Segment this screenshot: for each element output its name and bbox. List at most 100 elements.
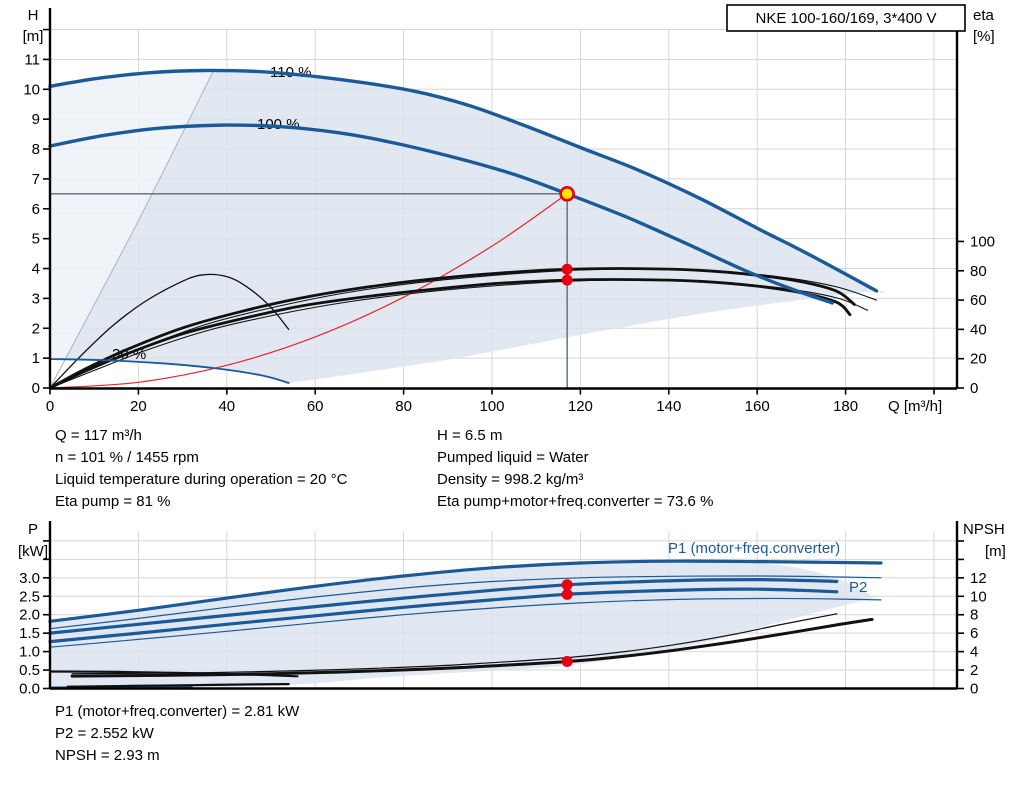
min-flow-line xyxy=(49,70,214,389)
p-axis-label: P xyxy=(28,521,38,538)
q-tick-label: 80 xyxy=(395,398,412,415)
info-h: H = 6.5 m xyxy=(437,427,502,444)
q-tick-label: 100 xyxy=(479,398,504,415)
curve-eta_pump_current xyxy=(48,267,856,390)
h-tick-label: 1 xyxy=(32,350,40,367)
p1-marker xyxy=(561,579,573,591)
info-eta-pump: Eta pump = 81 % xyxy=(55,493,171,510)
curve-eta_low_speed xyxy=(49,273,290,389)
curve-pump_110 xyxy=(48,68,879,293)
h-tick-label: 8 xyxy=(32,141,40,158)
npsh-tick-label: 8 xyxy=(970,607,978,624)
h-tick-label: 7 xyxy=(32,171,40,188)
curve-label-p2: P2 xyxy=(849,579,867,596)
q-tick-label: 20 xyxy=(130,398,147,415)
q-tick-label: 40 xyxy=(218,398,235,415)
power-info-block: P1 (motor+freq.converter) = 2.81 kW P2 =… xyxy=(55,703,300,764)
curve-pump_30 xyxy=(49,358,290,384)
q-tick-label: 0 xyxy=(46,398,54,415)
title-box-frame xyxy=(726,4,966,32)
npsh-marker xyxy=(561,655,573,667)
p-tick-label: 2.0 xyxy=(19,607,40,624)
duty-info-block: Q = 117 m³/h n = 101 % / 1455 rpm Liquid… xyxy=(55,427,713,510)
info-p2: P2 = 2.552 kW xyxy=(55,725,155,742)
operating-envelope-area xyxy=(50,70,886,385)
h-tick-label: 11 xyxy=(24,51,40,68)
duty-point-marker xyxy=(559,186,575,202)
eta-tick-label: 20 xyxy=(970,351,987,368)
npsh-axis-unit: [m] xyxy=(985,543,1006,560)
top-chart-curves xyxy=(48,68,879,390)
eta-tick-label: 0 xyxy=(970,380,978,397)
p-tick-label: 3.0 xyxy=(19,570,40,587)
power-envelope-area xyxy=(50,561,876,689)
info-q: Q = 117 m³/h xyxy=(55,427,142,444)
top-chart-duty-point xyxy=(50,186,575,389)
npsh-tick-label: 6 xyxy=(970,625,978,642)
curve-control_curve xyxy=(49,193,568,389)
npsh-tick-label: 4 xyxy=(970,644,978,661)
p-tick-label: 2.5 xyxy=(19,588,40,605)
curve-npsh xyxy=(70,617,874,678)
eta-tick-label: 60 xyxy=(970,292,987,309)
eta-axis-label: eta xyxy=(973,7,995,24)
h-tick-label: 2 xyxy=(32,320,40,337)
curve-label-p1: P1 (motor+freq.converter) xyxy=(668,540,840,557)
bottom-chart-operating-envelope xyxy=(50,561,876,689)
npsh-axis-label: NPSH xyxy=(963,521,1005,538)
eta-axis-unit: [%] xyxy=(973,28,995,45)
bottom-chart-axis-labels: P [kW] NPSH [m] xyxy=(18,521,1006,560)
p-tick-label: 1.0 xyxy=(19,644,40,661)
top-chart-operating-envelope xyxy=(49,59,886,389)
p-axis-unit: [kW] xyxy=(18,543,48,560)
eta-tick-label: 80 xyxy=(970,263,987,280)
pump-title: NKE 100-160/169, 3*400 V xyxy=(756,10,937,27)
h-tick-label: 3 xyxy=(32,290,40,307)
eta-pump-marker xyxy=(561,263,573,275)
info-density: Density = 998.2 kg/m³ xyxy=(437,471,583,488)
q-tick-label: 120 xyxy=(568,398,593,415)
npsh-tick-label: 0 xyxy=(970,681,978,698)
bottom-chart-curve-labels: P1 (motor+freq.converter) P2 xyxy=(668,540,867,596)
curve-p1_110 xyxy=(48,559,883,623)
npsh-tick-label: 10 xyxy=(970,588,987,605)
q-tick-label: 160 xyxy=(745,398,770,415)
p-tick-label: 1.5 xyxy=(19,625,40,642)
bottom-chart-duty-point xyxy=(561,579,573,667)
eta-total-marker xyxy=(561,274,573,286)
info-n: n = 101 % / 1455 rpm xyxy=(55,449,199,466)
curve-npsh_thin xyxy=(71,613,838,675)
curve-p1_100_thin xyxy=(49,575,882,630)
top-chart-axis-labels: H [m] eta [%] Q [m³/h] xyxy=(23,7,995,415)
curve-p2_110_thin xyxy=(49,597,882,648)
eta-tick-label: 100 xyxy=(970,233,995,250)
npsh-tick-label: 2 xyxy=(970,662,978,679)
h-tick-label: 5 xyxy=(32,231,40,248)
curve-eta_total_current xyxy=(48,278,852,390)
h-tick-label: 9 xyxy=(32,111,40,128)
q-tick-label: 140 xyxy=(656,398,681,415)
info-liquid-temp: Liquid temperature during operation = 20… xyxy=(55,471,348,488)
h-axis-label: H xyxy=(28,7,39,24)
p2-marker xyxy=(561,588,573,600)
low-flow-lighter-area xyxy=(50,59,219,388)
h-tick-label: 4 xyxy=(32,261,40,278)
info-pumped-liquid: Pumped liquid = Water xyxy=(437,449,589,466)
npsh-tick-label: 12 xyxy=(970,570,987,587)
info-p1: P1 (motor+freq.converter) = 2.81 kW xyxy=(55,703,300,720)
q-tick-label: 180 xyxy=(833,398,858,415)
curve-p2_current xyxy=(48,587,839,644)
eta-tick-label: 40 xyxy=(970,321,987,338)
curve-pump_100 xyxy=(48,123,834,305)
title-box: NKE 100-160/169, 3*400 V xyxy=(726,4,966,32)
p-tick-label: 0.5 xyxy=(19,662,40,679)
h-tick-label: 10 xyxy=(23,81,40,98)
h-axis-unit: [m] xyxy=(23,28,44,45)
top-chart-axes: 0 1 2 3 4 5 6 7 8 9 10 11 0 20 40 60 80 100 0 20 40 60 80 100 12… xyxy=(23,8,995,415)
info-npsh: NPSH = 2.93 m xyxy=(55,747,160,764)
curve-p_low_min xyxy=(66,683,290,688)
h-tick-label: 6 xyxy=(32,201,40,218)
h-tick-label: 0 xyxy=(32,380,40,397)
